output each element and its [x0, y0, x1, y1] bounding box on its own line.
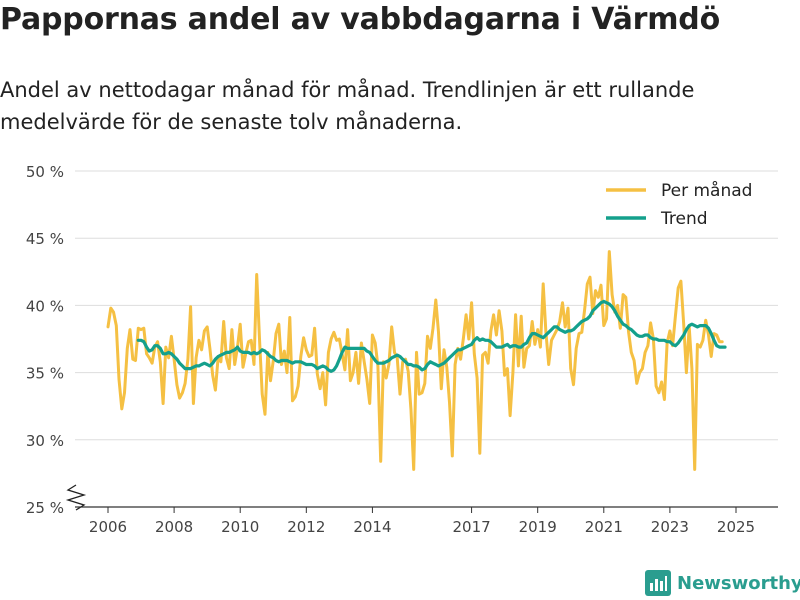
newsworthy-logo-icon — [645, 570, 671, 596]
chart-subtitle: Andel av nettodagar månad för månad. Tre… — [0, 78, 695, 134]
series-line-monthly — [106, 250, 724, 471]
x-tick-label: 2012 — [287, 518, 325, 536]
brand-name: Newsworthy — [677, 572, 800, 594]
y-tick-label: 25 % — [26, 499, 64, 517]
x-tick-label: 2021 — [585, 518, 623, 536]
y-tick-label: 35 % — [26, 365, 64, 383]
x-tick-label: 2025 — [717, 518, 755, 536]
y-tick-label: 40 % — [26, 297, 64, 315]
x-tick-label: 2006 — [89, 518, 127, 536]
legend: Per månad Trend — [598, 173, 764, 235]
y-tick-label: 50 % — [26, 163, 64, 181]
legend-label-trend: Trend — [660, 209, 708, 229]
x-tick-label: 2019 — [519, 518, 557, 536]
legend-label-monthly: Per månad — [661, 180, 752, 201]
line-chart: 25 % 30 % 35 % 40 % 45 % 50 % 2006 2008 2010 201… — [26, 163, 778, 536]
brand-logo: Newsworthy — [645, 570, 800, 596]
y-tick-label: 30 % — [26, 432, 64, 450]
x-tick-label: 2010 — [221, 518, 259, 536]
x-tick-label: 2023 — [651, 518, 689, 536]
axis-break-icon — [65, 484, 87, 511]
x-tick-label: 2014 — [353, 518, 391, 536]
legend-box — [598, 173, 764, 235]
y-axis: 25 % 30 % 35 % 40 % 45 % 50 % — [26, 163, 87, 517]
chart-title: Pappornas andel av vabbdagarna i Värmdö — [0, 2, 720, 37]
y-tick-label: 45 % — [26, 230, 64, 248]
x-tick-label: 2017 — [452, 518, 490, 536]
series-line-trend — [136, 299, 727, 373]
x-tick-label: 2008 — [155, 518, 193, 536]
x-axis: 2006 2008 2010 2012 2014 2017 2019 2021 2023 2025 — [75, 506, 778, 536]
series-group — [106, 250, 727, 471]
